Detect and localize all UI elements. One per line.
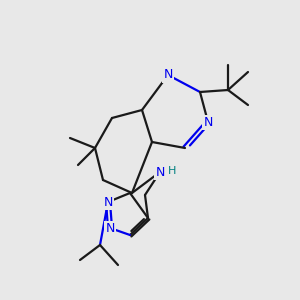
Text: N: N <box>155 166 165 178</box>
Text: N: N <box>163 68 173 82</box>
Text: N: N <box>105 221 115 235</box>
Text: N: N <box>203 116 213 128</box>
Text: N: N <box>103 196 113 208</box>
Text: H: H <box>168 166 176 176</box>
